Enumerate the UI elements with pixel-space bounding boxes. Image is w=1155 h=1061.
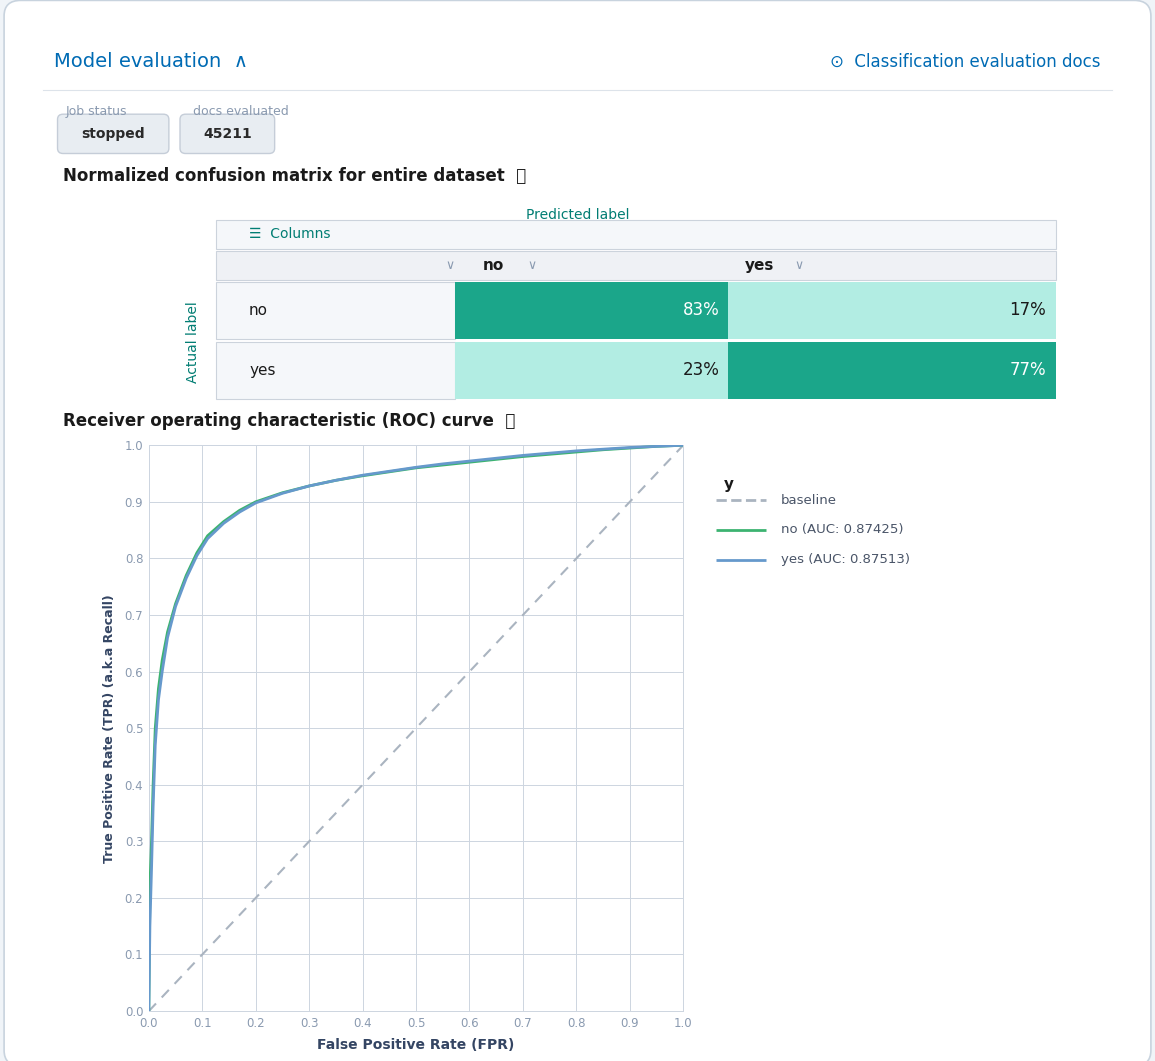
Text: Actual label: Actual label — [186, 301, 200, 383]
Text: ∨: ∨ — [795, 259, 804, 272]
X-axis label: False Positive Rate (FPR): False Positive Rate (FPR) — [318, 1038, 515, 1051]
FancyBboxPatch shape — [728, 282, 1057, 338]
Text: docs evaluated: docs evaluated — [193, 105, 289, 118]
Text: 45211: 45211 — [203, 127, 252, 141]
Text: 17%: 17% — [1009, 301, 1046, 319]
Text: yes: yes — [249, 363, 276, 378]
Text: no (AUC: 0.87425): no (AUC: 0.87425) — [781, 523, 903, 537]
Text: 83%: 83% — [684, 301, 720, 319]
Text: no: no — [249, 302, 268, 317]
Text: Model evaluation  ∧: Model evaluation ∧ — [54, 52, 248, 71]
FancyBboxPatch shape — [455, 282, 728, 338]
FancyBboxPatch shape — [216, 342, 455, 399]
FancyBboxPatch shape — [180, 115, 275, 154]
Text: yes (AUC: 0.87513): yes (AUC: 0.87513) — [781, 553, 910, 567]
FancyBboxPatch shape — [216, 250, 1057, 280]
Text: ∨: ∨ — [528, 259, 537, 272]
FancyBboxPatch shape — [455, 342, 728, 399]
Text: Predicted label: Predicted label — [526, 208, 629, 222]
Text: yes: yes — [745, 258, 774, 273]
Text: ⊙  Classification evaluation docs: ⊙ Classification evaluation docs — [830, 52, 1101, 70]
Text: y: y — [724, 477, 735, 492]
FancyBboxPatch shape — [5, 0, 1150, 1061]
Text: ☰  Columns: ☰ Columns — [249, 227, 330, 241]
FancyBboxPatch shape — [216, 220, 1057, 248]
Text: Receiver operating characteristic (ROC) curve  ⓘ: Receiver operating characteristic (ROC) … — [64, 413, 515, 431]
Text: baseline: baseline — [781, 493, 837, 507]
Text: Job status: Job status — [66, 105, 127, 118]
Text: no: no — [483, 258, 504, 273]
FancyBboxPatch shape — [58, 115, 169, 154]
Text: stopped: stopped — [81, 127, 146, 141]
Text: 77%: 77% — [1009, 361, 1046, 379]
Text: Normalized confusion matrix for entire dataset  ⓘ: Normalized confusion matrix for entire d… — [64, 168, 527, 186]
FancyBboxPatch shape — [728, 342, 1057, 399]
Text: ∨: ∨ — [445, 259, 454, 272]
Text: 23%: 23% — [683, 361, 720, 379]
FancyBboxPatch shape — [216, 282, 455, 338]
Y-axis label: True Positive Rate (TPR) (a.k.a Recall): True Positive Rate (TPR) (a.k.a Recall) — [103, 594, 117, 863]
